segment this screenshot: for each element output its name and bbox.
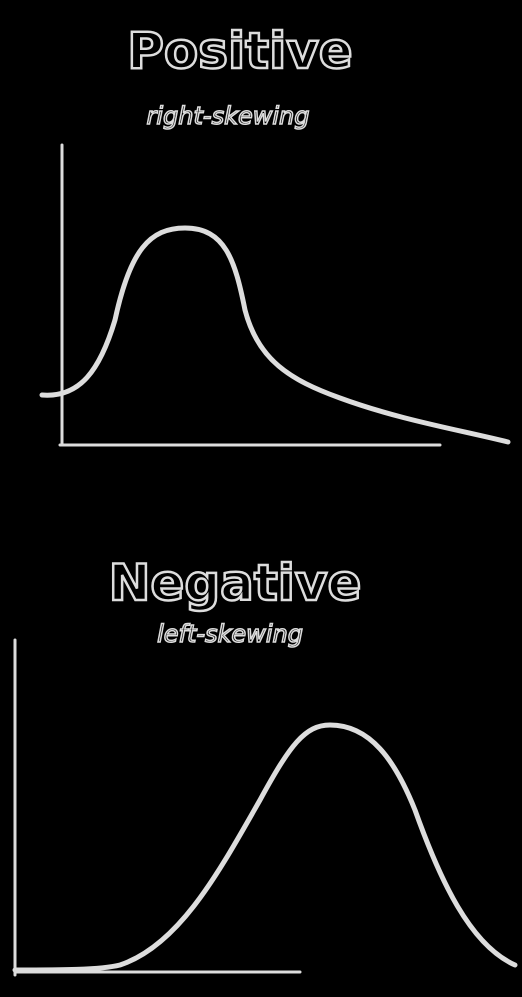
panel-subtitle: right-skewing (147, 102, 310, 130)
panel-subtitle: left-skewing (157, 620, 303, 648)
distribution-curve (39, 225, 511, 445)
panel-title: Negative (109, 554, 362, 612)
distribution-curve (12, 722, 518, 973)
panel-title: Positive (127, 22, 352, 80)
